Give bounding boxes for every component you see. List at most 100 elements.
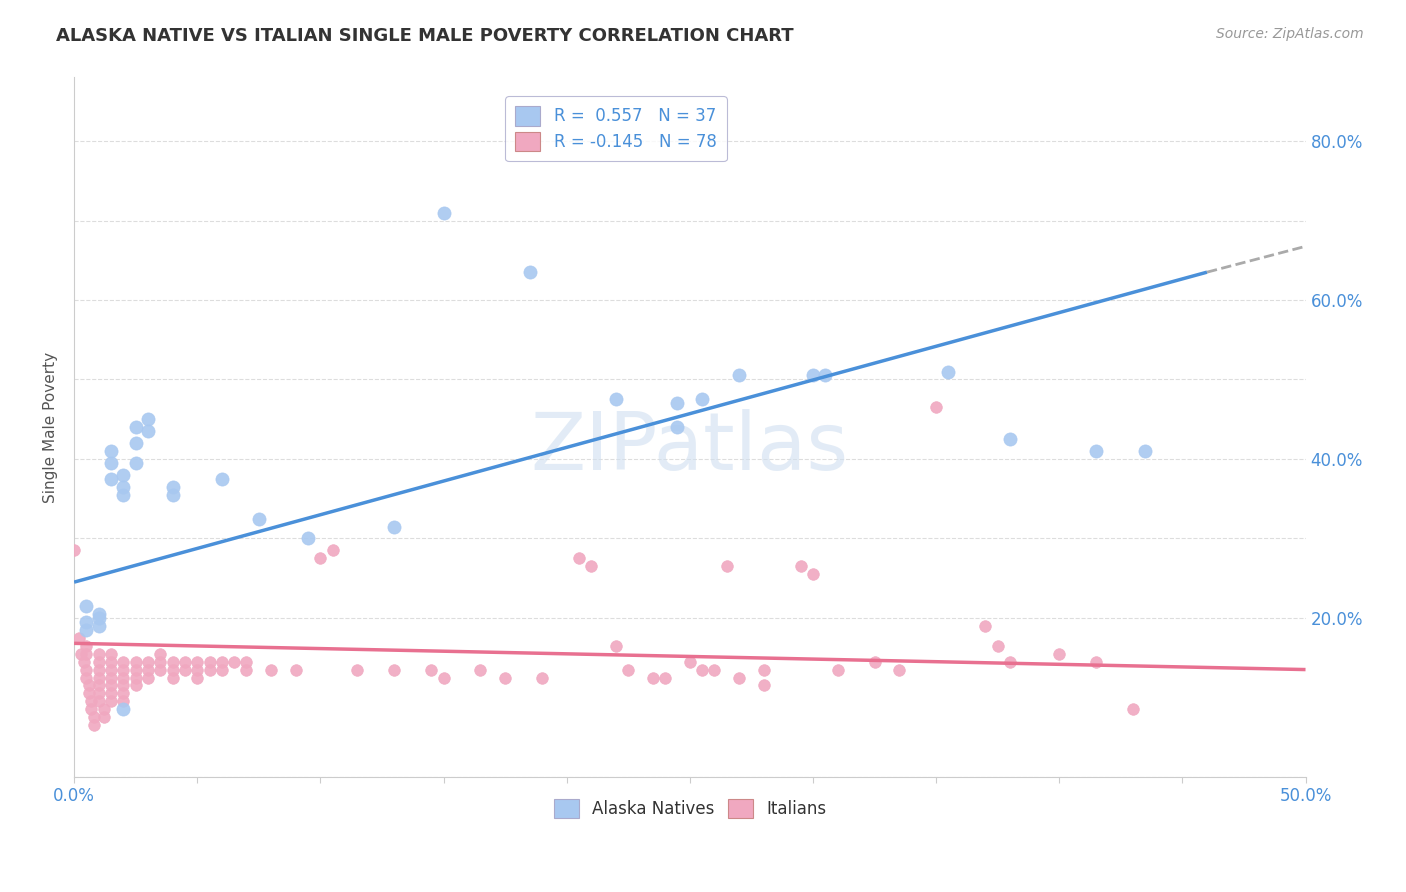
Point bbox=[112, 694, 135, 708]
Point bbox=[1047, 647, 1070, 661]
Point bbox=[136, 424, 159, 438]
Point bbox=[581, 559, 603, 574]
Point bbox=[100, 647, 122, 661]
Point bbox=[162, 480, 184, 494]
Point bbox=[186, 655, 208, 669]
Point bbox=[322, 543, 344, 558]
Point bbox=[382, 519, 405, 533]
Point bbox=[77, 678, 100, 692]
Point bbox=[87, 655, 110, 669]
Point bbox=[87, 671, 110, 685]
Point bbox=[87, 686, 110, 700]
Point bbox=[568, 551, 591, 566]
Point bbox=[112, 686, 135, 700]
Point bbox=[162, 488, 184, 502]
Point bbox=[752, 663, 775, 677]
Point bbox=[641, 671, 664, 685]
Point bbox=[297, 532, 319, 546]
Point bbox=[470, 663, 492, 677]
Point bbox=[198, 655, 221, 669]
Point bbox=[938, 364, 960, 378]
Point bbox=[162, 655, 184, 669]
Point bbox=[235, 655, 257, 669]
Point bbox=[75, 599, 97, 613]
Point bbox=[100, 444, 122, 458]
Point bbox=[531, 671, 554, 685]
Point bbox=[87, 611, 110, 625]
Point bbox=[149, 647, 172, 661]
Point bbox=[100, 671, 122, 685]
Point bbox=[174, 655, 197, 669]
Point bbox=[998, 432, 1021, 446]
Point bbox=[1135, 444, 1157, 458]
Point bbox=[432, 205, 454, 219]
Point bbox=[149, 655, 172, 669]
Point bbox=[679, 655, 702, 669]
Point bbox=[100, 472, 122, 486]
Point bbox=[73, 655, 96, 669]
Point bbox=[136, 663, 159, 677]
Text: ZIPatlas: ZIPatlas bbox=[530, 409, 849, 487]
Point bbox=[974, 619, 997, 633]
Point bbox=[863, 655, 886, 669]
Point bbox=[889, 663, 911, 677]
Point bbox=[83, 718, 105, 732]
Point bbox=[617, 663, 640, 677]
Point bbox=[100, 663, 122, 677]
Text: Source: ZipAtlas.com: Source: ZipAtlas.com bbox=[1216, 27, 1364, 41]
Point bbox=[284, 663, 307, 677]
Point bbox=[420, 663, 443, 677]
Point bbox=[67, 631, 90, 645]
Point bbox=[70, 647, 93, 661]
Point bbox=[124, 655, 146, 669]
Point bbox=[112, 655, 135, 669]
Point bbox=[136, 412, 159, 426]
Point bbox=[87, 607, 110, 621]
Point bbox=[149, 663, 172, 677]
Point bbox=[519, 265, 541, 279]
Point bbox=[75, 639, 97, 653]
Point bbox=[703, 663, 725, 677]
Point bbox=[666, 396, 689, 410]
Point bbox=[605, 639, 627, 653]
Point bbox=[112, 488, 135, 502]
Point bbox=[211, 655, 233, 669]
Point bbox=[93, 702, 115, 716]
Point bbox=[136, 655, 159, 669]
Point bbox=[801, 368, 824, 383]
Point bbox=[998, 655, 1021, 669]
Point bbox=[346, 663, 368, 677]
Point bbox=[235, 663, 257, 677]
Point bbox=[87, 694, 110, 708]
Point bbox=[100, 678, 122, 692]
Point bbox=[752, 678, 775, 692]
Point bbox=[260, 663, 283, 677]
Point bbox=[382, 663, 405, 677]
Point bbox=[186, 663, 208, 677]
Point bbox=[112, 467, 135, 482]
Point bbox=[716, 559, 738, 574]
Point bbox=[124, 663, 146, 677]
Point bbox=[789, 559, 811, 574]
Point bbox=[198, 663, 221, 677]
Point bbox=[87, 663, 110, 677]
Legend: Alaska Natives, Italians: Alaska Natives, Italians bbox=[547, 792, 832, 824]
Point bbox=[987, 639, 1010, 653]
Point bbox=[309, 551, 332, 566]
Point bbox=[87, 678, 110, 692]
Point bbox=[925, 401, 948, 415]
Point bbox=[124, 678, 146, 692]
Point bbox=[136, 671, 159, 685]
Point bbox=[690, 392, 713, 407]
Point bbox=[80, 694, 103, 708]
Point bbox=[100, 456, 122, 470]
Point bbox=[75, 647, 97, 661]
Point bbox=[605, 392, 627, 407]
Point bbox=[432, 671, 454, 685]
Point bbox=[75, 671, 97, 685]
Point bbox=[1122, 702, 1144, 716]
Point bbox=[112, 671, 135, 685]
Point bbox=[690, 663, 713, 677]
Point bbox=[124, 671, 146, 685]
Point bbox=[80, 702, 103, 716]
